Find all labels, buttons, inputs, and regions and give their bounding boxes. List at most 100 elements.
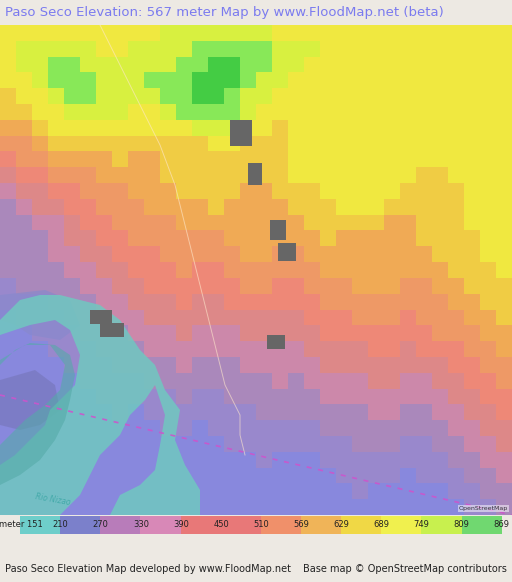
Bar [192,404,208,420]
Bar [416,452,432,467]
Bar [128,246,144,262]
Bar [272,230,288,246]
Bar [90,310,112,324]
Bar [64,167,80,183]
Bar [240,325,256,341]
Bar [96,41,112,56]
Bar [288,120,304,136]
Bar [464,199,480,215]
Bar [288,215,304,230]
Bar [496,167,512,183]
Bar [480,436,496,452]
Bar [384,167,400,183]
Bar [336,230,352,246]
Bar [272,310,288,325]
Bar [144,467,160,484]
Bar [320,167,336,183]
Bar [0,246,16,262]
Bar [256,151,272,167]
Bar [96,278,112,294]
Bar [112,56,128,72]
Bar [336,104,352,120]
Bar [112,357,128,372]
Bar [144,499,160,515]
Polygon shape [0,290,80,340]
Bar [96,25,112,41]
Bar [208,56,224,72]
Bar [368,230,384,246]
Bar [288,325,304,341]
Bar [0,436,16,452]
Bar [256,484,272,499]
Bar [448,404,464,420]
Bar [48,120,64,136]
Bar [272,56,288,72]
Bar [400,88,416,104]
Bar [64,246,80,262]
Bar [480,41,496,56]
Bar [96,372,112,389]
Bar [352,404,368,420]
Bar [336,404,352,420]
Bar [80,325,96,341]
Bar [32,215,48,230]
Bar [80,372,96,389]
Bar [384,25,400,41]
Bar [304,357,320,372]
Bar [224,25,240,41]
Bar [112,167,128,183]
Bar [448,278,464,294]
Bar [64,262,80,278]
Bar [160,25,176,41]
Bar [64,341,80,357]
Bar [208,341,224,357]
Bar [432,88,448,104]
Bar [368,420,384,436]
Bar [352,41,368,56]
Bar [448,88,464,104]
Bar [496,25,512,41]
Bar [496,420,512,436]
Bar [32,420,48,436]
Bar [112,436,128,452]
Bar [240,310,256,325]
Bar [304,41,320,56]
Bar [432,452,448,467]
Bar [176,499,192,515]
Bar [0,199,16,215]
Bar [16,404,32,420]
Bar [176,278,192,294]
Bar [448,294,464,310]
Bar [288,499,304,515]
Bar [0,215,16,230]
Bar [208,467,224,484]
Bar [32,484,48,499]
Bar [288,72,304,88]
Bar [16,467,32,484]
Bar [304,452,320,467]
Bar [256,357,272,372]
Bar [64,199,80,215]
Bar [128,183,144,199]
Bar [240,452,256,467]
Bar [256,183,272,199]
Bar [270,220,286,240]
Bar [16,151,32,167]
Bar [416,389,432,404]
Bar [144,294,160,310]
Bar [160,341,176,357]
Bar [416,294,432,310]
Bar [496,404,512,420]
Bar [240,467,256,484]
Bar [144,215,160,230]
Bar [144,436,160,452]
Bar [0,325,16,341]
Bar [224,262,240,278]
Bar [480,72,496,88]
Bar [176,25,192,41]
Bar [256,88,272,104]
Bar [208,278,224,294]
Bar [144,88,160,104]
Bar [208,436,224,452]
Bar [224,120,240,136]
